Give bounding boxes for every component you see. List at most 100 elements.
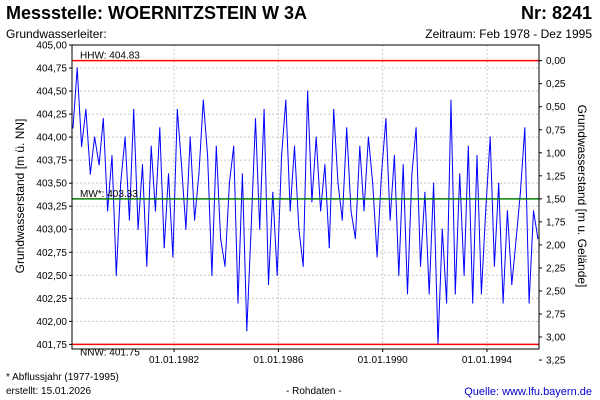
mw-label: MW*: 403.33 xyxy=(80,189,138,200)
nnw-label: NNW: 401.75 xyxy=(80,347,140,358)
groundwater-level-point xyxy=(228,182,231,184)
groundwater-level-point xyxy=(150,145,152,147)
groundwater-level-point xyxy=(172,256,174,258)
y-tick-label: 404,25 xyxy=(36,110,67,121)
groundwater-level-point xyxy=(280,154,283,157)
groundwater-level-point xyxy=(324,164,326,166)
groundwater-level-point xyxy=(267,283,270,286)
groundwater-level-point xyxy=(285,99,287,101)
groundwater-level-point xyxy=(215,145,217,147)
groundwater-level-point xyxy=(515,237,517,240)
x-tick-label: 01.01.1986 xyxy=(253,355,303,366)
groundwater-level-point xyxy=(406,293,409,295)
groundwater-level-point xyxy=(524,127,526,129)
y2-tick-label: 0,25 xyxy=(546,79,566,90)
groundwater-level-point xyxy=(459,173,461,175)
groundwater-level-point xyxy=(398,274,400,276)
groundwater-level-point xyxy=(128,219,130,221)
chart-grid xyxy=(72,44,539,349)
groundwater-level-point xyxy=(333,108,335,111)
groundwater-level-line xyxy=(72,67,539,345)
y-tick-label: 403,50 xyxy=(36,179,67,190)
groundwater-level-point xyxy=(372,182,374,184)
groundwater-level-point xyxy=(411,173,413,175)
y2-tick-label: 2,75 xyxy=(546,309,566,320)
groundwater-level-point xyxy=(307,90,309,92)
groundwater-level-point xyxy=(133,108,135,111)
y-tick-label: 403,75 xyxy=(36,156,67,167)
groundwater-level-point xyxy=(346,127,348,129)
groundwater-level-point xyxy=(233,145,235,147)
groundwater-level-point xyxy=(428,293,430,295)
y-tick-label: 401,75 xyxy=(36,340,67,351)
aquifer-label: Grundwasserleiter: xyxy=(6,27,107,41)
chart-axes: 401,75 402,00 402,25 402,50 402,75 403,00 403,… xyxy=(36,41,565,367)
period-label: Zeitraum: Feb 1978 - Dez 1995 xyxy=(425,27,592,41)
groundwater-level-point xyxy=(137,228,139,230)
groundwater-level-point xyxy=(72,127,74,129)
groundwater-level-point xyxy=(259,228,261,230)
groundwater-level-point xyxy=(193,219,196,221)
groundwater-level-point xyxy=(89,173,91,175)
groundwater-level-point xyxy=(254,118,257,120)
groundwater-level-point xyxy=(124,136,126,138)
y-tick-label: 404,00 xyxy=(36,133,67,144)
chart-series xyxy=(72,67,539,345)
groundwater-level-point xyxy=(385,118,387,120)
y2-tick-label: 0,50 xyxy=(546,102,566,113)
y2-tick-label: 2,25 xyxy=(546,263,566,274)
groundwater-level-point xyxy=(446,302,448,304)
groundwater-level-point xyxy=(206,154,209,157)
y-tick-label: 403,25 xyxy=(36,202,67,213)
groundwater-level-point xyxy=(80,145,83,147)
groundwater-level-point xyxy=(220,237,222,240)
groundwater-level-point xyxy=(415,127,417,129)
groundwater-level-point xyxy=(298,228,300,230)
groundwater-level-point xyxy=(167,173,170,175)
groundwater-level-point xyxy=(76,67,78,69)
groundwater-level-point xyxy=(463,274,465,276)
y2-tick-label: 3,00 xyxy=(546,333,566,344)
groundwater-level-point xyxy=(393,154,396,157)
groundwater-level-point xyxy=(502,302,504,304)
y-tick-label: 402,25 xyxy=(36,294,67,305)
station-number: Nr: 8241 xyxy=(520,3,592,23)
reference-lines: HHW: 404.83 MW*: 403.33 NNW: 401.75 xyxy=(72,51,539,358)
y2-tick-label: 1,25 xyxy=(546,171,566,182)
groundwater-level-point xyxy=(532,210,535,212)
y2-tick-label: 1,50 xyxy=(546,194,566,205)
groundwater-level-point xyxy=(354,237,356,240)
groundwater-level-point xyxy=(185,228,187,230)
y2-tick-label: 1,00 xyxy=(546,148,566,159)
groundwater-level-point xyxy=(276,274,278,276)
groundwater-level-point xyxy=(102,118,104,120)
y2-tick-label: 2,50 xyxy=(546,286,566,297)
hhw-label: HHW: 404.83 xyxy=(80,51,140,62)
y-tick-label: 402,00 xyxy=(36,317,67,328)
groundwater-level-point xyxy=(441,228,443,230)
source-link[interactable]: Quelle: www.lfu.bayern.de xyxy=(464,386,592,398)
groundwater-level-point xyxy=(450,99,452,101)
groundwater-level-point xyxy=(289,210,291,212)
y2-tick-label: 1,75 xyxy=(546,217,566,228)
groundwater-level-point xyxy=(146,265,148,267)
groundwater-level-point xyxy=(115,274,117,276)
groundwater-level-point xyxy=(159,127,161,129)
y2-tick-label: 0,75 xyxy=(546,125,566,136)
groundwater-level-point xyxy=(476,154,478,157)
groundwater-level-point xyxy=(380,173,383,175)
groundwater-level-point xyxy=(111,154,113,157)
groundwater-level-point xyxy=(315,136,317,138)
y-tick-label: 402,75 xyxy=(36,248,67,259)
created-date: erstellt: 15.01.2026 xyxy=(6,386,92,397)
groundwater-level-point xyxy=(237,302,239,304)
groundwater-level-point xyxy=(263,108,265,111)
groundwater-level-point xyxy=(224,265,226,267)
y2-axis-label: Grundwasserstand [m u. Gelände] xyxy=(575,105,589,288)
groundwater-level-point xyxy=(467,145,469,147)
groundwater-level-point xyxy=(489,136,491,138)
groundwater-level-point xyxy=(241,173,243,175)
y-tick-label: 402,50 xyxy=(36,271,67,282)
groundwater-level-point xyxy=(454,293,456,295)
